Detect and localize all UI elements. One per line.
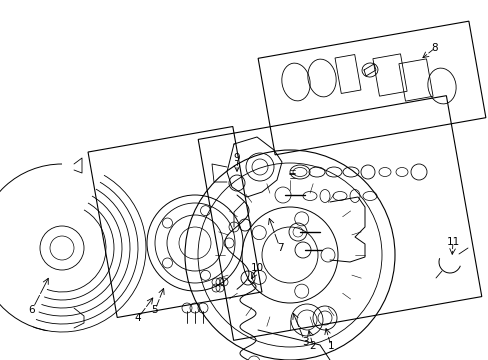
Text: 11: 11 <box>446 237 459 247</box>
Text: 6: 6 <box>29 305 35 315</box>
Text: 2: 2 <box>309 341 316 351</box>
Text: 5: 5 <box>151 305 158 315</box>
Text: 7: 7 <box>276 243 283 253</box>
Text: 1: 1 <box>327 341 334 351</box>
Text: 8: 8 <box>431 43 437 53</box>
Text: 3: 3 <box>301 337 307 347</box>
Text: 10: 10 <box>250 263 263 273</box>
Text: 4: 4 <box>134 313 141 323</box>
Text: 9: 9 <box>233 153 240 163</box>
